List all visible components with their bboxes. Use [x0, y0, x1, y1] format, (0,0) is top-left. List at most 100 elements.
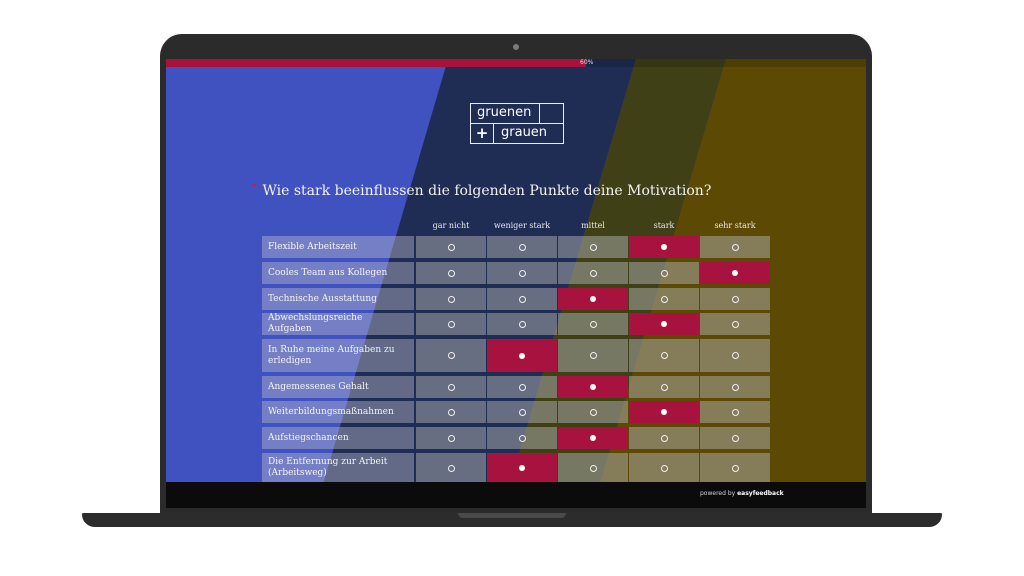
radio-empty-icon[interactable]: [731, 320, 739, 328]
radio-selected-icon[interactable]: [661, 409, 667, 415]
rating-cell[interactable]: [487, 401, 557, 423]
radio-empty-icon[interactable]: [589, 269, 597, 277]
rating-cell[interactable]: [558, 339, 628, 372]
radio-empty-icon[interactable]: [447, 352, 455, 359]
radio-empty-icon[interactable]: [589, 243, 597, 251]
radio-selected-icon[interactable]: [519, 465, 525, 471]
rating-cell[interactable]: [700, 339, 770, 372]
column-header: gar nicht: [432, 221, 470, 230]
radio-empty-icon[interactable]: [447, 243, 455, 251]
radio-empty-icon[interactable]: [518, 434, 526, 442]
rating-cell[interactable]: [487, 236, 557, 258]
rating-cell[interactable]: [629, 288, 699, 310]
radio-empty-icon[interactable]: [731, 352, 739, 359]
rating-cell[interactable]: [629, 339, 699, 372]
radio-selected-icon[interactable]: [732, 270, 738, 276]
rating-cell[interactable]: [700, 376, 770, 398]
radio-empty-icon[interactable]: [660, 295, 668, 303]
rating-cell[interactable]: [558, 401, 628, 423]
radio-empty-icon[interactable]: [518, 243, 526, 251]
rating-cell[interactable]: [487, 453, 557, 483]
radio-empty-icon[interactable]: [447, 269, 455, 277]
rating-cell[interactable]: [416, 376, 486, 398]
rating-cell[interactable]: [487, 376, 557, 398]
rating-cell[interactable]: [700, 453, 770, 483]
rating-cell[interactable]: [700, 262, 770, 284]
rating-cell[interactable]: [416, 427, 486, 449]
rating-cell[interactable]: [416, 313, 486, 335]
column-header: stark: [653, 221, 675, 230]
rating-cell[interactable]: [700, 288, 770, 310]
radio-selected-icon[interactable]: [590, 384, 596, 390]
radio-empty-icon[interactable]: [660, 464, 668, 472]
rating-cell[interactable]: [558, 262, 628, 284]
row-label-text: Angemessenes Gehalt: [268, 381, 369, 392]
rating-cell[interactable]: [487, 339, 557, 372]
rating-cell[interactable]: [700, 236, 770, 258]
rating-cell[interactable]: [558, 427, 628, 449]
rating-cell[interactable]: [558, 313, 628, 335]
logo-divider: [539, 104, 540, 123]
radio-empty-icon[interactable]: [731, 464, 739, 472]
radio-empty-icon[interactable]: [518, 320, 526, 328]
rating-cell[interactable]: [629, 262, 699, 284]
rating-cell[interactable]: [629, 401, 699, 423]
rating-cell[interactable]: [416, 401, 486, 423]
radio-empty-icon[interactable]: [731, 408, 739, 416]
radio-empty-icon[interactable]: [447, 408, 455, 416]
radio-empty-icon[interactable]: [589, 320, 597, 328]
radio-selected-icon[interactable]: [661, 321, 667, 327]
radio-selected-icon[interactable]: [590, 435, 596, 441]
row-label: Die Entfernung zur Arbeit (Arbeitsweg): [262, 453, 414, 483]
rating-cell[interactable]: [629, 236, 699, 258]
column-header: mittel: [581, 221, 605, 230]
radio-empty-icon[interactable]: [731, 383, 739, 391]
radio-empty-icon[interactable]: [660, 434, 668, 442]
row-label-text: Technische Ausstattung: [268, 293, 377, 304]
rating-cell[interactable]: [487, 288, 557, 310]
rating-cell[interactable]: [629, 427, 699, 449]
radio-empty-icon[interactable]: [518, 295, 526, 303]
radio-empty-icon[interactable]: [518, 269, 526, 277]
radio-empty-icon[interactable]: [589, 408, 597, 416]
rating-cell[interactable]: [416, 262, 486, 284]
radio-empty-icon[interactable]: [447, 383, 455, 391]
radio-selected-icon[interactable]: [661, 244, 667, 250]
radio-empty-icon[interactable]: [660, 383, 668, 391]
rating-cell[interactable]: [487, 262, 557, 284]
progress-bar: [166, 59, 866, 67]
radio-empty-icon[interactable]: [518, 383, 526, 391]
rating-cell[interactable]: [416, 236, 486, 258]
radio-empty-icon[interactable]: [660, 269, 668, 277]
rating-cell[interactable]: [629, 376, 699, 398]
radio-empty-icon[interactable]: [660, 352, 668, 359]
radio-empty-icon[interactable]: [447, 464, 455, 472]
rating-cell[interactable]: [700, 427, 770, 449]
rating-cell[interactable]: [629, 453, 699, 483]
rating-cell[interactable]: [629, 313, 699, 335]
logo-top-box: gruenen: [471, 104, 563, 124]
rating-cell[interactable]: [558, 288, 628, 310]
rating-cell[interactable]: [416, 288, 486, 310]
radio-empty-icon[interactable]: [731, 243, 739, 251]
radio-selected-icon[interactable]: [590, 296, 596, 302]
radio-selected-icon[interactable]: [519, 352, 525, 359]
radio-empty-icon[interactable]: [447, 320, 455, 328]
rating-cell[interactable]: [558, 453, 628, 483]
rating-cell[interactable]: [700, 313, 770, 335]
radio-empty-icon[interactable]: [518, 408, 526, 416]
rating-cell[interactable]: [416, 453, 486, 483]
rating-cell[interactable]: [700, 401, 770, 423]
rating-cell[interactable]: [487, 313, 557, 335]
rating-cell[interactable]: [558, 376, 628, 398]
radio-empty-icon[interactable]: [589, 464, 597, 472]
rating-cell[interactable]: [487, 427, 557, 449]
radio-empty-icon[interactable]: [731, 434, 739, 442]
rating-cell[interactable]: [416, 339, 486, 372]
radio-empty-icon[interactable]: [447, 295, 455, 303]
row-label: Abwechslungsreiche Aufgaben: [262, 313, 414, 335]
radio-empty-icon[interactable]: [731, 295, 739, 303]
radio-empty-icon[interactable]: [589, 352, 597, 359]
radio-empty-icon[interactable]: [447, 434, 455, 442]
rating-cell[interactable]: [558, 236, 628, 258]
